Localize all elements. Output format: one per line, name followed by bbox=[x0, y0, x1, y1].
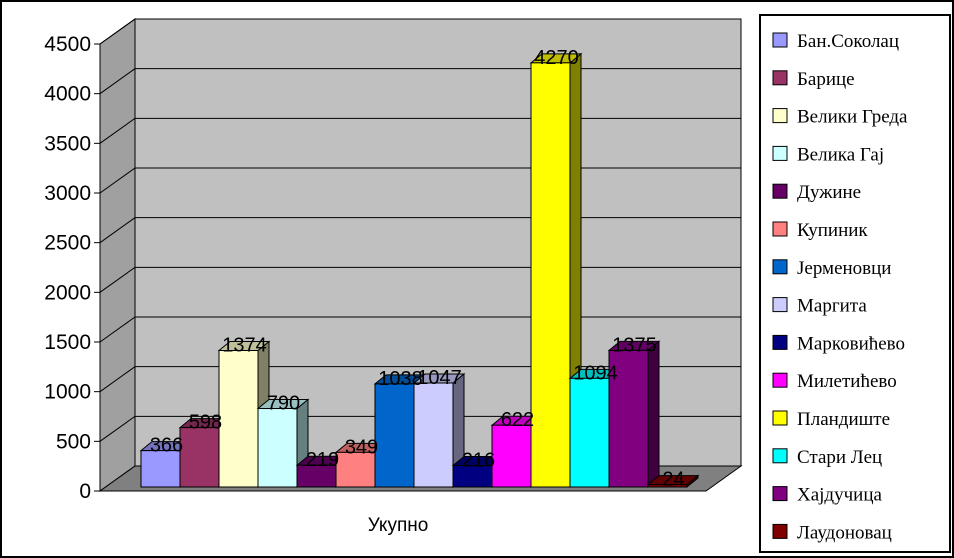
data-label: 1374 bbox=[222, 335, 267, 357]
data-label: 4270 bbox=[534, 47, 579, 69]
legend-swatch bbox=[772, 523, 788, 539]
bar-front bbox=[491, 424, 532, 488]
legend-swatch bbox=[772, 486, 788, 502]
legend-swatch bbox=[772, 108, 788, 124]
bar-front bbox=[647, 484, 688, 488]
y-tick-label: 2000 bbox=[44, 281, 91, 304]
bar bbox=[646, 474, 700, 489]
data-label: 216 bbox=[462, 450, 495, 472]
bar-front bbox=[179, 427, 220, 488]
y-tick-label: 500 bbox=[56, 430, 91, 453]
legend-swatch bbox=[772, 70, 788, 86]
y-tick-label: 3500 bbox=[44, 132, 91, 155]
data-label: 349 bbox=[345, 436, 378, 458]
bar-front bbox=[257, 408, 298, 488]
legend-swatch bbox=[772, 410, 788, 426]
data-label: 1375 bbox=[612, 334, 657, 356]
bar-front bbox=[335, 451, 376, 488]
legend-swatch bbox=[772, 183, 788, 199]
bar-front bbox=[374, 383, 415, 488]
category-label: Укупно bbox=[368, 515, 429, 536]
data-label: 24 bbox=[662, 469, 684, 491]
legend-swatch bbox=[772, 32, 788, 48]
data-label: 1047 bbox=[417, 367, 462, 389]
legend: Бан.Соколац Барице Велики Греда Велика Гај Д… bbox=[759, 14, 951, 553]
data-label: 1094 bbox=[573, 362, 618, 384]
legend-swatch bbox=[772, 259, 788, 275]
legend-label: Дужине bbox=[797, 182, 861, 203]
data-label: 790 bbox=[267, 393, 300, 415]
legend-label: Милетићево bbox=[797, 371, 897, 392]
legend-label: Бан.Соколац bbox=[797, 31, 899, 52]
bar-front bbox=[530, 62, 571, 488]
data-label: 366 bbox=[150, 435, 183, 457]
legend-label: Велика Гај bbox=[797, 144, 884, 165]
legend-item: Барице bbox=[772, 69, 855, 90]
legend-item: Лаудоновац bbox=[772, 522, 892, 543]
bar-front bbox=[608, 349, 649, 488]
legend-label: Пландиште bbox=[797, 409, 890, 430]
legend-item: Велика Гај bbox=[772, 144, 884, 165]
legend-swatch bbox=[772, 372, 788, 388]
legend-label: Јерменовци bbox=[797, 258, 891, 279]
legend-swatch bbox=[772, 448, 788, 464]
y-tick-label: 0 bbox=[79, 480, 91, 503]
legend-label: Маргита bbox=[797, 296, 867, 317]
legend-swatch bbox=[772, 145, 788, 161]
bar-front bbox=[218, 350, 259, 488]
legend-label: Хајдучица bbox=[797, 485, 882, 506]
y-tick-label: 1000 bbox=[44, 381, 91, 404]
legend-item: Маргита bbox=[772, 296, 867, 317]
legend-swatch bbox=[772, 297, 788, 313]
data-label: 219 bbox=[306, 449, 339, 471]
legend-item: Велики Греда bbox=[772, 107, 908, 128]
data-label: 598 bbox=[189, 412, 222, 434]
bar-front bbox=[140, 450, 181, 488]
y-tick-label: 1500 bbox=[44, 331, 91, 354]
legend-item: Хајдучица bbox=[772, 485, 882, 506]
bar-side bbox=[647, 340, 660, 489]
legend-label: Велики Греда bbox=[797, 107, 908, 128]
legend-label: Марковићево bbox=[797, 333, 905, 354]
legend-item: Дужине bbox=[772, 182, 861, 203]
legend-swatch bbox=[772, 334, 788, 350]
legend-label: Лаудоновац bbox=[797, 522, 892, 543]
y-tick-label: 4500 bbox=[44, 33, 91, 56]
data-label: 622 bbox=[501, 409, 534, 431]
y-tick-label: 2500 bbox=[44, 232, 91, 255]
legend-item: Бан.Соколац bbox=[772, 31, 899, 52]
legend-item: Милетићево bbox=[772, 371, 897, 392]
bar-front bbox=[569, 377, 610, 488]
bar bbox=[607, 340, 661, 489]
legend-label: Купиник bbox=[797, 220, 868, 241]
bar bbox=[412, 372, 466, 489]
y-tick-label: 4000 bbox=[44, 83, 91, 106]
legend-swatch bbox=[772, 221, 788, 237]
legend-item: Јерменовци bbox=[772, 258, 891, 279]
legend-item: Пландиште bbox=[772, 409, 890, 430]
legend-item: Марковићево bbox=[772, 333, 905, 354]
data-label: 1038 bbox=[378, 368, 423, 390]
legend-item: Купиник bbox=[772, 220, 868, 241]
legend-label: Барице bbox=[797, 69, 855, 90]
y-tick-label: 3000 bbox=[44, 182, 91, 205]
bar-front bbox=[413, 382, 454, 488]
gridline bbox=[99, 18, 741, 45]
legend-label: Стари Лец bbox=[797, 447, 882, 468]
legend-item: Стари Лец bbox=[772, 447, 882, 468]
legend-box bbox=[759, 14, 951, 553]
